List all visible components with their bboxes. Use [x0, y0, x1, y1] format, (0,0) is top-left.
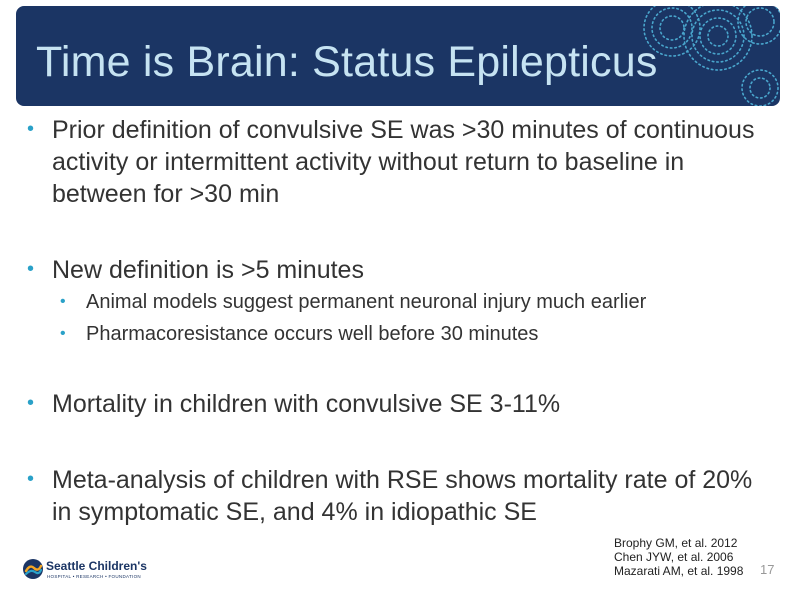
slide-title: Time is Brain: Status Epilepticus	[36, 38, 658, 86]
sub-bullet-text: Animal models suggest permanent neuronal…	[86, 291, 647, 313]
bullet-text: Meta-analysis of children with RSE shows…	[52, 466, 753, 526]
reference-item: Brophy GM, et al. 2012	[614, 536, 738, 550]
seattle-childrens-logo: Seattle Children's HOSPITAL • RESEARCH •…	[22, 556, 162, 586]
sub-bullet-text: Pharmacoresistance occurs well before 30…	[86, 323, 539, 345]
title-banner: Time is Brain: Status Epilepticus	[16, 6, 780, 106]
bullet-marker: •	[27, 392, 35, 414]
bullet-text: Mortality in children with convulsive SE…	[52, 390, 561, 418]
sub-bullet-marker: •	[60, 293, 66, 310]
reference-item: Mazarati AM, et al. 1998	[614, 564, 744, 578]
bullet-text: Prior definition of convulsive SE was >3…	[52, 116, 755, 208]
logo-mark-icon	[23, 559, 43, 579]
reference-item: Chen JYW, et al. 2006	[614, 550, 734, 564]
logo-name: Seattle Children's	[46, 559, 147, 573]
references: Brophy GM, et al. 2012 Chen JYW, et al. …	[614, 536, 743, 578]
bullet-marker: •	[27, 258, 35, 280]
dotted-circles-decoration	[643, 6, 780, 106]
bullet-text: New definition is >5 minutes	[52, 256, 364, 284]
logo-subtitle: HOSPITAL • RESEARCH • FOUNDATION	[47, 574, 141, 579]
bullet-marker: •	[27, 118, 35, 140]
sub-bullet-marker: •	[60, 325, 66, 342]
bullet-marker: •	[27, 468, 35, 490]
page-number: 17	[760, 562, 775, 577]
